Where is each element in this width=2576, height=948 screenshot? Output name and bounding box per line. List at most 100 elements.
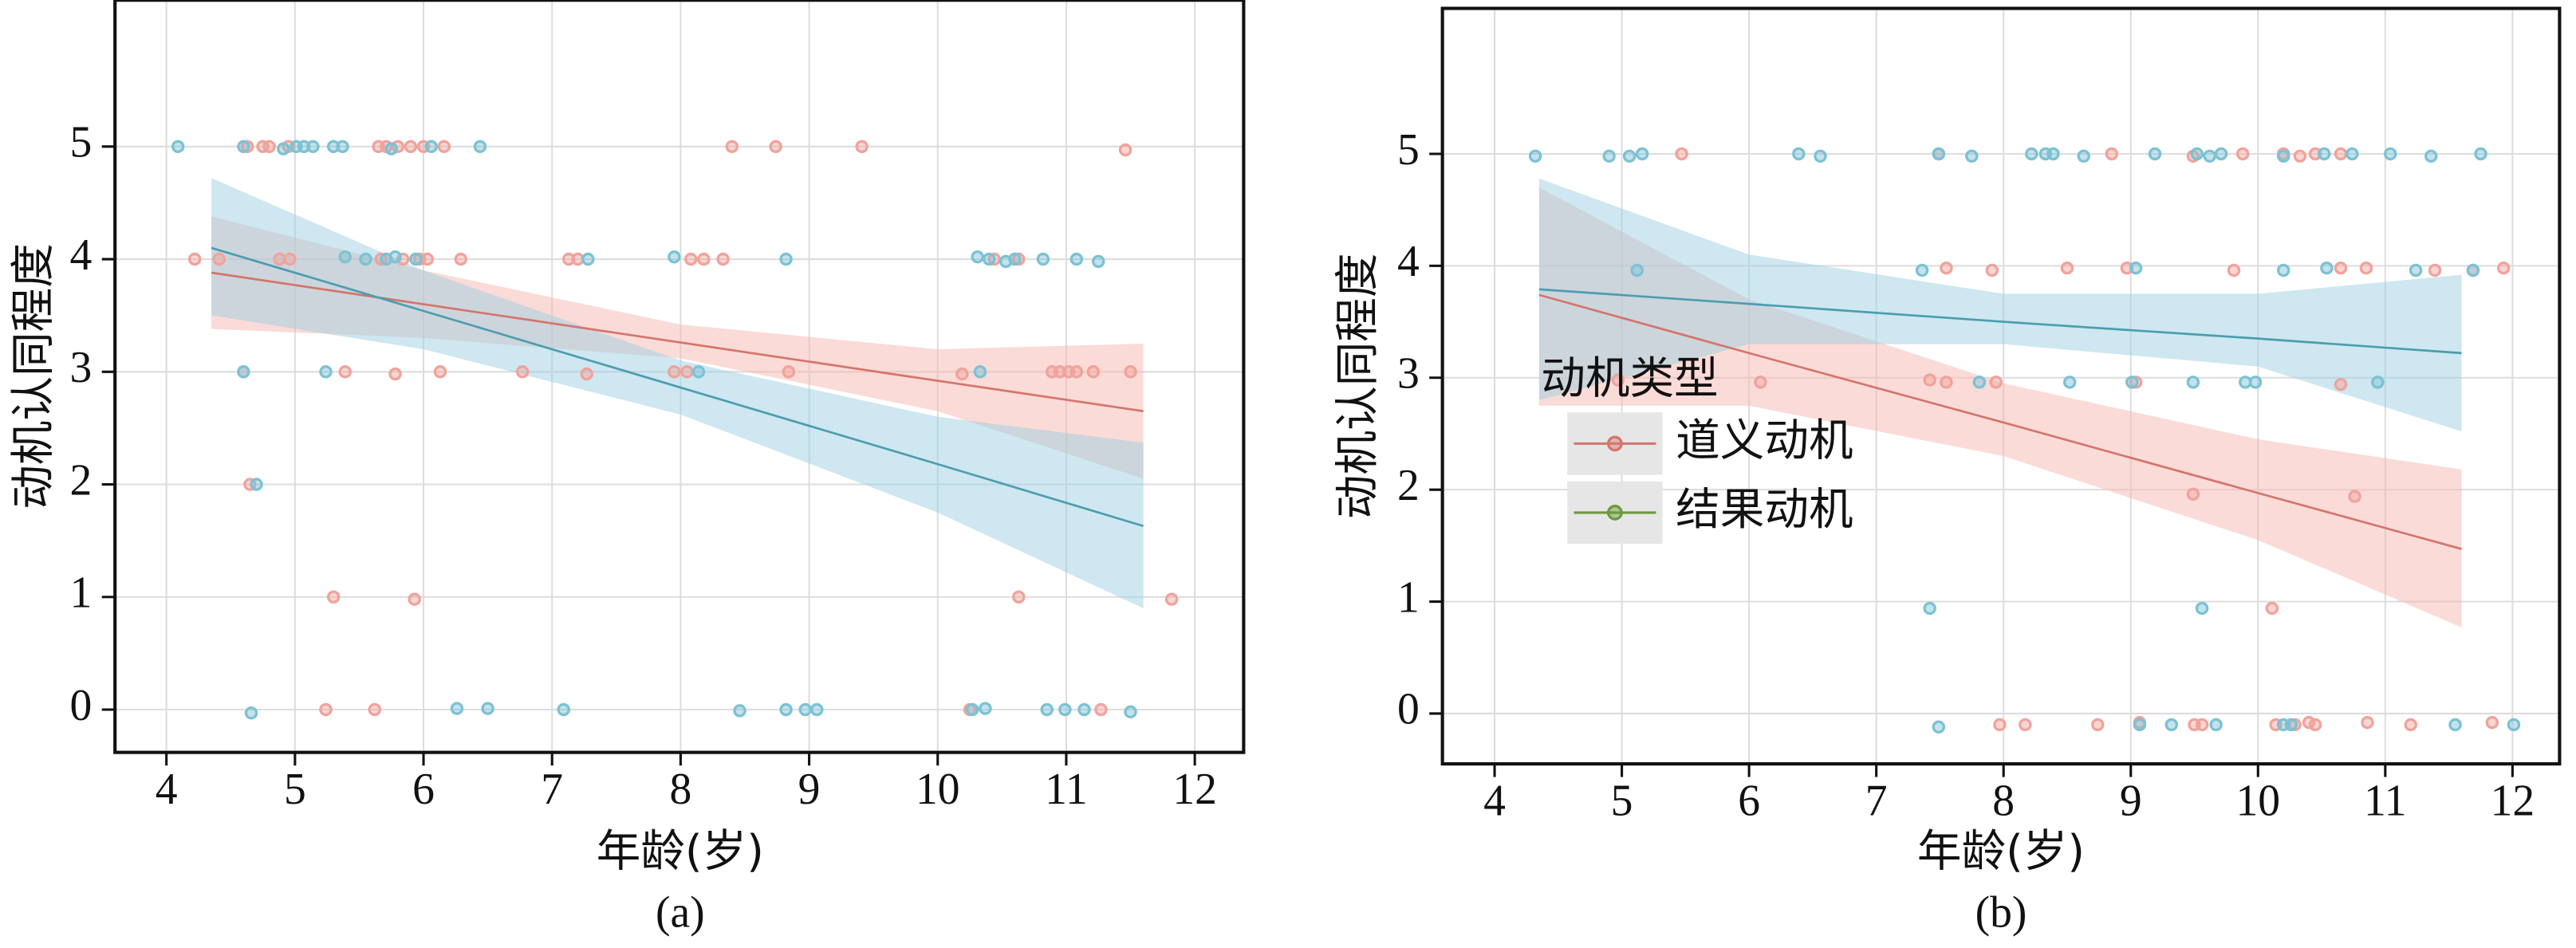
- data-point: [2186, 487, 2200, 502]
- data-point: [2424, 149, 2438, 163]
- x-tick-label: 11: [2364, 776, 2407, 825]
- data-point: [1989, 376, 2003, 389]
- regression-line: [1538, 293, 2462, 550]
- x-tick-label: 4: [1483, 776, 1506, 825]
- data-point: [2025, 147, 2038, 161]
- data-point: [982, 252, 996, 266]
- data-point: [388, 367, 402, 381]
- data-point: [691, 365, 706, 379]
- data-point: [1077, 702, 1091, 717]
- data-point: [450, 702, 464, 715]
- data-point: [2359, 261, 2373, 275]
- data-point: [297, 140, 311, 154]
- data-point: [515, 365, 530, 379]
- data-point: [2496, 261, 2511, 275]
- x-tick-label: 5: [284, 765, 306, 814]
- data-point: [1611, 373, 1625, 387]
- y-tick-label: 5: [1397, 125, 1420, 175]
- data-point: [388, 250, 402, 264]
- data-point: [2248, 376, 2263, 389]
- x-tick-label: 8: [1992, 776, 2015, 825]
- data-point: [2308, 718, 2322, 732]
- data-point: [2361, 715, 2374, 730]
- data-point: [2466, 263, 2480, 277]
- data-point: [725, 140, 739, 154]
- data-point: [1754, 376, 1767, 389]
- data-point: [420, 252, 435, 266]
- data-point: [2091, 718, 2105, 732]
- data-point: [2060, 261, 2074, 275]
- x-tick-label: 5: [1611, 776, 1633, 825]
- data-point: [1932, 720, 1946, 734]
- data-point: [2383, 147, 2397, 161]
- data-point: [481, 702, 494, 715]
- x-tick-label: 6: [412, 765, 435, 814]
- data-point: [2474, 147, 2487, 161]
- data-point: [2190, 147, 2204, 161]
- x-tick-label: 8: [669, 765, 691, 814]
- data-point: [2293, 149, 2307, 163]
- y-tick-label: 1: [70, 568, 93, 618]
- y-tick-label: 3: [70, 343, 93, 392]
- data-point: [1675, 147, 1688, 161]
- data-point: [2105, 147, 2119, 161]
- data-point: [855, 140, 869, 154]
- y-axis-label: 动机认同程度: [1332, 253, 1384, 519]
- data-point: [1940, 261, 1953, 275]
- legend-title: 动机类型: [1541, 352, 1718, 404]
- data-point: [684, 252, 698, 266]
- x-axis-label: 年龄(岁): [597, 826, 764, 878]
- data-point: [1036, 252, 1050, 266]
- data-point: [212, 252, 226, 266]
- data-point: [798, 702, 812, 717]
- data-point: [408, 592, 421, 606]
- data-point: [326, 590, 341, 604]
- plot-frame: [113, 0, 1246, 754]
- data-point: [2203, 149, 2216, 163]
- data-point: [561, 252, 576, 266]
- data-point: [966, 702, 979, 717]
- legend-marker: [1607, 435, 1623, 452]
- data-point: [2046, 147, 2060, 161]
- data-point: [2318, 147, 2331, 161]
- y-tick-label: 2: [1397, 461, 1420, 510]
- x-tick-label: 10: [2235, 776, 2280, 825]
- data-point: [1012, 590, 1026, 604]
- y-tick-label: 0: [70, 681, 93, 730]
- data-point: [571, 252, 585, 266]
- data-point: [1630, 263, 1644, 277]
- data-point: [2409, 263, 2423, 277]
- data-point: [283, 252, 297, 266]
- data-point: [187, 252, 202, 266]
- y-tick-label: 4: [70, 230, 93, 280]
- data-point: [716, 252, 730, 266]
- data-point: [319, 702, 333, 717]
- confidence-band: [1538, 178, 2462, 432]
- data-point: [680, 365, 694, 379]
- data-point: [2019, 718, 2032, 732]
- y-axis-label: 动机认同程度: [7, 243, 59, 509]
- data-point: [2077, 149, 2090, 163]
- data-point: [244, 706, 258, 720]
- data-point: [2346, 147, 2359, 161]
- data-point: [2125, 376, 2139, 389]
- data-point: [2265, 601, 2279, 616]
- plot-frame: [1440, 6, 2562, 766]
- data-point: [1053, 365, 1067, 379]
- data-point: [2195, 601, 2209, 616]
- legend-label: 结果动机: [1676, 484, 1853, 536]
- data-point: [171, 140, 185, 154]
- data-point: [2129, 261, 2143, 275]
- data-point: [971, 250, 984, 264]
- data-point: [2448, 718, 2462, 732]
- data-point: [1932, 147, 1946, 161]
- data-point: [359, 252, 372, 266]
- x-tick-label: 9: [798, 765, 821, 814]
- data-point: [1923, 373, 1936, 387]
- data-point: [557, 702, 570, 717]
- data-point: [810, 702, 824, 717]
- y-tick-label: 5: [70, 118, 93, 167]
- data-point: [384, 142, 398, 155]
- data-point: [2276, 149, 2290, 163]
- data-point: [336, 140, 349, 154]
